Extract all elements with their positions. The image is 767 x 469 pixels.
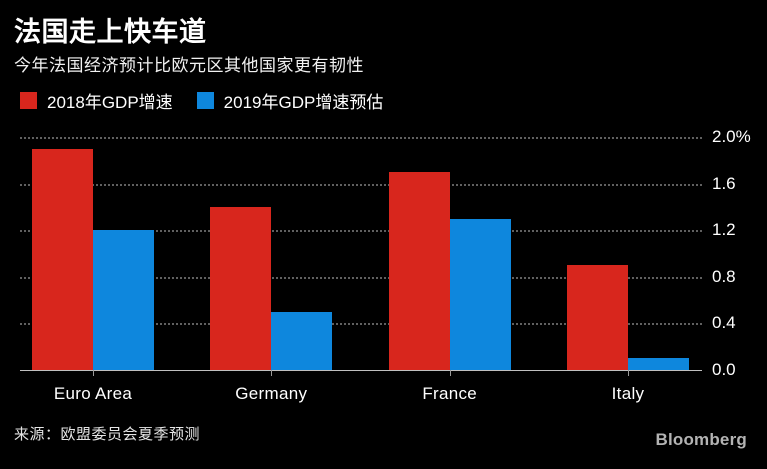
y-axis-label-0.4: 0.4 [712, 313, 736, 333]
bar-germany-2019 [271, 311, 333, 370]
legend-label-2018: 2018年GDP增速 [47, 93, 173, 112]
legend: 2018年GDP增速 2019年GDP增速预估 [20, 88, 383, 113]
x-axis-tick-germany [271, 370, 273, 376]
gridline-0.4 [20, 323, 702, 326]
bar-france-2018 [388, 171, 450, 370]
chart-title: 法国走上快车道 [14, 17, 207, 47]
plot-area [20, 137, 702, 376]
x-axis-label-italy: Italy [611, 384, 645, 403]
legend-item-2018: 2018年GDP增速 [20, 88, 173, 113]
bar-euro-area-2019 [93, 230, 154, 370]
gridline-1.6 [20, 183, 702, 186]
chart-subtitle: 今年法国经济预计比欧元区其他国家更有韧性 [14, 56, 364, 75]
y-axis-label-1.2: 1.2 [712, 220, 736, 240]
legend-swatch-red-icon [20, 92, 37, 109]
legend-item-2019: 2019年GDP增速预估 [196, 88, 384, 113]
x-axis-label-germany: Germany [235, 384, 308, 403]
bar-euro-area-2018 [32, 148, 93, 370]
source-note: 来源：欧盟委员会夏季预测 [14, 426, 201, 443]
bar-italy-2018 [567, 265, 628, 370]
x-axis-label-france: France [422, 384, 478, 403]
y-axis-label-0.8: 0.8 [712, 266, 736, 286]
y-axis-label-2.0: 2.0% [712, 127, 751, 146]
bar-italy-2019 [628, 358, 689, 370]
x-axis-tick-france [449, 370, 451, 376]
bloomberg-logo: Bloomberg [655, 430, 747, 449]
x-axis-tick-italy [628, 370, 629, 376]
x-axis-label-euro-area: Euro Area [53, 384, 133, 403]
x-axis-baseline [20, 370, 702, 371]
y-axis-label-1.6: 1.6 [712, 173, 736, 193]
legend-label-2019: 2019年GDP增速预估 [223, 93, 384, 112]
x-axis-tick-euro-area [93, 370, 94, 376]
bar-france-2019 [449, 218, 511, 370]
gridline-2.0 [20, 137, 702, 139]
legend-swatch-blue-icon [196, 92, 214, 109]
gridline-0.8 [20, 276, 702, 279]
gridline-1.2 [20, 230, 702, 233]
y-axis-label-0.0: 0.0 [712, 360, 736, 379]
bar-germany-2018 [210, 206, 272, 370]
